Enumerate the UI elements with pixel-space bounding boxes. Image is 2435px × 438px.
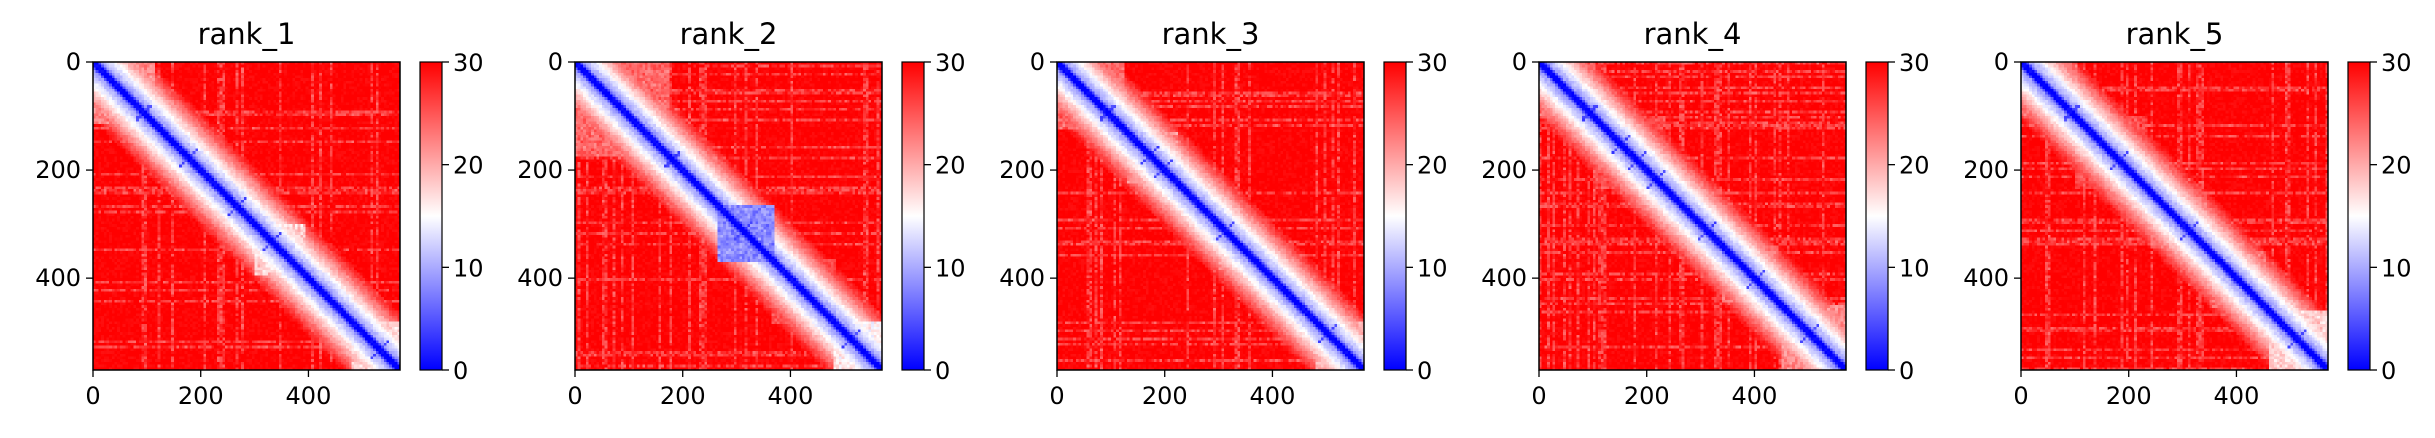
panel-rank_3: rank_3 0 200 400 0 200 400 0 10 20 30	[999, 17, 1447, 410]
x-tick-label: 400	[1732, 382, 1778, 410]
x-tick-label: 400	[1250, 382, 1296, 410]
colorbar-tick-label: 10	[1899, 254, 1930, 282]
colorbar-tick-label: 20	[453, 152, 484, 180]
heatmap-image	[1057, 62, 1364, 370]
x-tick-label: 200	[178, 382, 224, 410]
colorbar-tick-label: 10	[935, 254, 966, 282]
panel-rank_5: rank_5 0 200 400 0 200 400 0 10 20 30	[1963, 17, 2411, 410]
y-tick-label: 0	[66, 48, 81, 76]
x-tick-label: 0	[85, 382, 100, 410]
panel-title: rank_1	[198, 17, 296, 51]
heatmap-frame	[2020, 61, 2329, 371]
colorbar-tick-label: 0	[1899, 357, 1914, 385]
colorbar-tick-label: 20	[1899, 152, 1930, 180]
y-tick-label: 200	[999, 156, 1045, 184]
y-tick-label: 400	[517, 264, 563, 292]
panel-title: rank_3	[1162, 17, 1260, 51]
panel-title: rank_4	[1644, 17, 1742, 51]
y-tick-label: 400	[1963, 264, 2009, 292]
heatmap-image	[93, 62, 400, 370]
x-tick-label: 0	[1531, 382, 1546, 410]
colorbar	[1383, 61, 1407, 371]
x-tick-label: 0	[2013, 382, 2028, 410]
colorbar-tick-label: 10	[453, 254, 484, 282]
y-tick-label: 0	[1994, 48, 2009, 76]
panel-title: rank_2	[680, 17, 778, 51]
y-tick-label: 0	[1512, 48, 1527, 76]
colorbar-tick-label: 0	[935, 357, 950, 385]
colorbar-tick-label: 0	[1417, 357, 1432, 385]
y-tick-label: 200	[35, 156, 81, 184]
colorbar-tick-label: 20	[935, 152, 966, 180]
x-tick-label: 0	[1049, 382, 1064, 410]
colorbar	[419, 61, 443, 371]
panel-rank_1: rank_1 0 200 400 0 200 400 0 10 20 30	[35, 17, 483, 410]
x-tick-label: 200	[1142, 382, 1188, 410]
x-tick-label: 400	[286, 382, 332, 410]
heatmap-image	[1539, 62, 1846, 370]
y-tick-label: 400	[999, 264, 1045, 292]
heatmap-image	[575, 62, 882, 370]
colorbar-tick-label: 30	[935, 49, 966, 77]
x-tick-label: 400	[2214, 382, 2260, 410]
panel-rank_2: rank_2 0 200 400 0 200 400 0 10 20 30	[517, 17, 965, 410]
colorbar-tick-label: 30	[2381, 49, 2412, 77]
x-tick-label: 200	[660, 382, 706, 410]
colorbar-tick-label: 20	[1417, 152, 1448, 180]
colorbar-tick-label: 30	[453, 49, 484, 77]
colorbar-tick-label: 30	[1417, 49, 1448, 77]
heatmap-frame	[92, 61, 401, 371]
x-tick-label: 0	[567, 382, 582, 410]
colorbar-tick-label: 0	[2381, 357, 2396, 385]
colorbar-tick-label: 30	[1899, 49, 1930, 77]
y-tick-label: 200	[1963, 156, 2009, 184]
x-tick-label: 200	[1624, 382, 1670, 410]
colorbar-tick-label: 10	[1417, 254, 1448, 282]
colorbar-tick-label: 0	[453, 357, 468, 385]
y-tick-label: 400	[1481, 264, 1527, 292]
x-tick-label: 200	[2106, 382, 2152, 410]
y-tick-label: 400	[35, 264, 81, 292]
colorbar-tick-label: 20	[2381, 152, 2412, 180]
heatmap-image	[2021, 62, 2328, 370]
heatmap-frame	[1538, 61, 1847, 371]
colorbar	[1865, 61, 1889, 371]
y-tick-label: 200	[1481, 156, 1527, 184]
x-tick-label: 400	[768, 382, 814, 410]
y-tick-label: 0	[548, 48, 563, 76]
y-tick-label: 200	[517, 156, 563, 184]
heatmap-frame	[574, 61, 883, 371]
panel-title: rank_5	[2126, 17, 2224, 51]
colorbar	[901, 61, 925, 371]
colorbar	[2347, 61, 2371, 371]
panel-rank_4: rank_4 0 200 400 0 200 400 0 10 20 30	[1481, 17, 1929, 410]
heatmap-frame	[1056, 61, 1365, 371]
y-tick-label: 0	[1030, 48, 1045, 76]
colorbar-tick-label: 10	[2381, 254, 2412, 282]
